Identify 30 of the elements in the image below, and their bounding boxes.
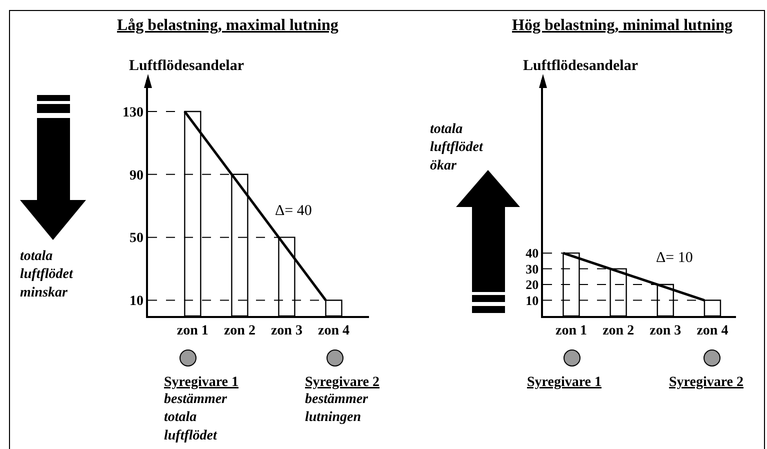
x-tick-label: zon 4: [318, 324, 350, 339]
text: bestämmer lutningen: [305, 392, 369, 426]
x-tick-label: zon 3: [270, 324, 302, 339]
y-tick-label: 20: [526, 277, 539, 292]
y-axis-title: Luftflödesandelar: [523, 58, 638, 74]
y-tick-label: 130: [122, 105, 144, 120]
y-tick-label: 10: [129, 294, 144, 310]
y-tick-label: 30: [526, 261, 539, 276]
y-axis-title: Luftflödesandelar: [129, 58, 244, 74]
chart-title: Låg belastning, maximal lutning: [117, 17, 338, 34]
text: Syregivare 1: [527, 375, 602, 390]
x-tick-label: zon 1: [555, 324, 587, 339]
text: bestämmer totala luftflödet: [164, 392, 228, 444]
y-tick-label: 10: [526, 292, 539, 308]
text: totala luftflödet minskar: [20, 249, 74, 300]
y-tick-label: 50: [129, 231, 144, 246]
chart-title: Hög belastning, minimal lutning: [512, 17, 732, 34]
text: Syregivare 1: [164, 375, 239, 390]
x-tick-label: zon 4: [696, 324, 728, 339]
x-tick-label: zon 2: [224, 324, 256, 339]
text: Syregivare 2: [305, 375, 380, 390]
text: totala luftflödet ökar: [430, 122, 484, 174]
x-tick-label: zon 3: [650, 324, 682, 339]
text: Syregivare 2: [669, 375, 744, 390]
annotation: Δ= 40: [275, 203, 312, 219]
x-tick-label: zon 2: [602, 324, 634, 339]
annotation: Δ= 10: [656, 250, 693, 266]
y-tick-label: 90: [129, 168, 144, 184]
x-tick-label: zon 1: [176, 324, 208, 339]
y-tick-label: 40: [526, 246, 539, 261]
